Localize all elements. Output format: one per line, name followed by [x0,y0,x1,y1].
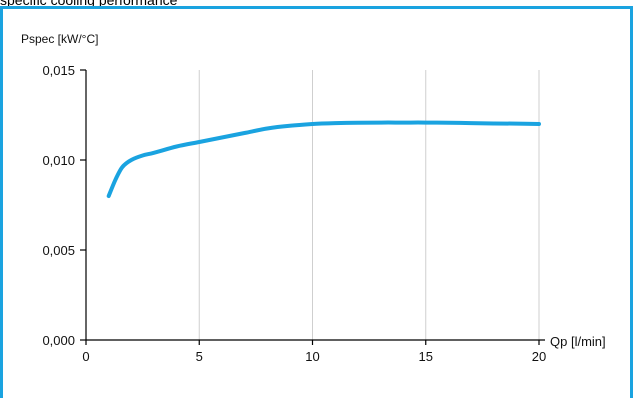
chart-frame [0,6,633,398]
y-tick-label: 0,005 [42,243,75,258]
series-line [106,120,541,198]
x-axis-label: Qp [l/min] [550,334,606,349]
axes [85,70,545,341]
grid [198,70,540,340]
y-tick-label: 0,015 [42,63,75,78]
page-title: specific cooling performance [0,0,178,8]
y-tick-label: 0,010 [42,153,75,168]
series [106,120,541,198]
y-axis-label: Pspec [kW/°C] [21,32,98,46]
y-tick-label: 0,000 [42,333,75,348]
ticks: 0,000 0,005 0,010 0,015 0 5 10 15 20 [42,63,546,364]
x-tick-label: 0 [82,349,89,364]
x-tick-label: 20 [532,349,546,364]
x-tick-label: 10 [305,349,319,364]
x-tick-label: 5 [196,349,203,364]
x-tick-label: 15 [419,349,433,364]
